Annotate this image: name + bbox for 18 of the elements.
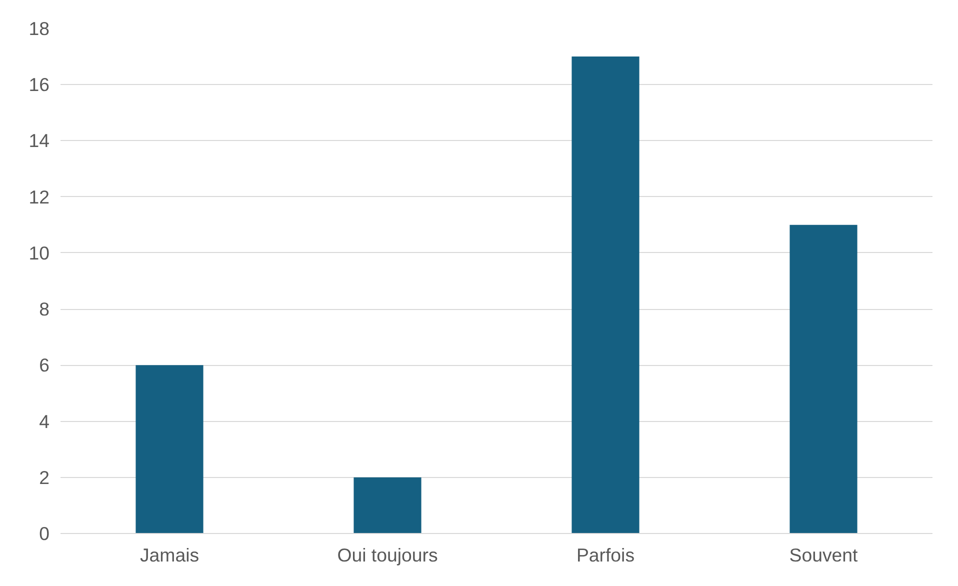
y-tick-label: 6 [39,354,50,376]
bar [572,56,640,534]
y-tick-label: 12 [28,186,50,208]
x-tick-label: Parfois [576,544,635,566]
x-tick-label: Souvent [789,544,859,566]
y-tick-label: 10 [28,242,50,264]
y-tick-label: 8 [39,298,50,320]
y-tick-label: 2 [39,466,50,488]
y-tick-label: 18 [28,18,50,39]
bar [790,224,858,534]
y-tick-label: 0 [39,523,50,544]
bar [354,477,422,534]
y-tick-label: 14 [28,130,50,152]
x-tick-label: Oui toujours [337,544,438,566]
x-tick-label: Jamais [140,544,200,566]
y-tick-label: 4 [39,410,50,432]
bar [136,365,204,534]
y-tick-label: 16 [28,74,50,96]
